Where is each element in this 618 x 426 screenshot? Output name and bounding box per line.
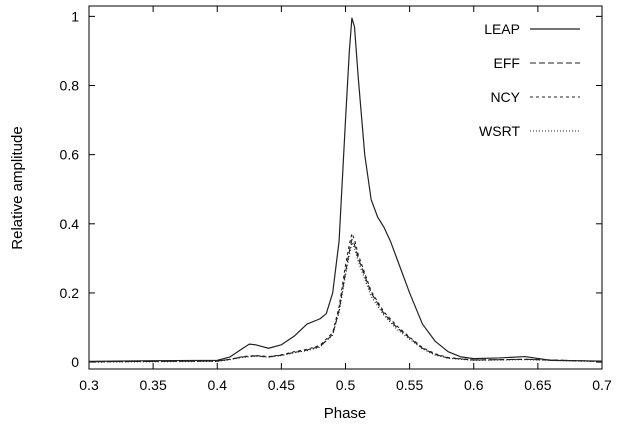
legend: LEAP EFF NCY WSRT: [479, 21, 580, 139]
series-line-eff: [88, 238, 603, 363]
x-axis-label: Phase: [324, 405, 367, 422]
legend-label-eff: EFF: [494, 55, 520, 71]
y-tick-label: 0.4: [60, 216, 80, 232]
x-tick-labels: 0.3 0.35 0.4 0.45 0.5 0.55 0.6 0.65 0.7: [79, 377, 612, 393]
y-tick-label: 0.6: [60, 147, 80, 163]
x-tick-label: 0.3: [79, 377, 99, 393]
y-tick-label: 0: [71, 354, 79, 370]
series-line-ncy: [88, 232, 603, 363]
y-tick-label: 0.2: [60, 285, 80, 301]
y-tick-label: 1: [71, 8, 79, 24]
legend-label-ncy: NCY: [490, 89, 520, 105]
series-line-leap: [88, 17, 603, 362]
plot-frame: [88, 5, 603, 370]
x-tick-label: 0.65: [524, 377, 551, 393]
x-tick-label: 0.55: [396, 377, 423, 393]
series-group: [88, 17, 603, 363]
x-tick-label: 0.5: [336, 377, 356, 393]
y-axis-label: Relative amplitude: [9, 126, 26, 249]
x-tick-label: 0.35: [140, 377, 167, 393]
x-tick-label: 0.45: [268, 377, 295, 393]
x-tick-label: 0.4: [208, 377, 228, 393]
axis-ticks: [88, 6, 603, 369]
x-tick-label: 0.6: [464, 377, 484, 393]
legend-label-wsrt: WSRT: [479, 123, 520, 139]
legend-label-leap: LEAP: [484, 21, 520, 37]
y-tick-label: 0.8: [60, 78, 80, 94]
x-tick-label: 0.7: [592, 377, 612, 393]
series-line-wsrt: [88, 242, 603, 363]
y-tick-labels: 0 0.2 0.4 0.6 0.8 1: [60, 8, 80, 370]
